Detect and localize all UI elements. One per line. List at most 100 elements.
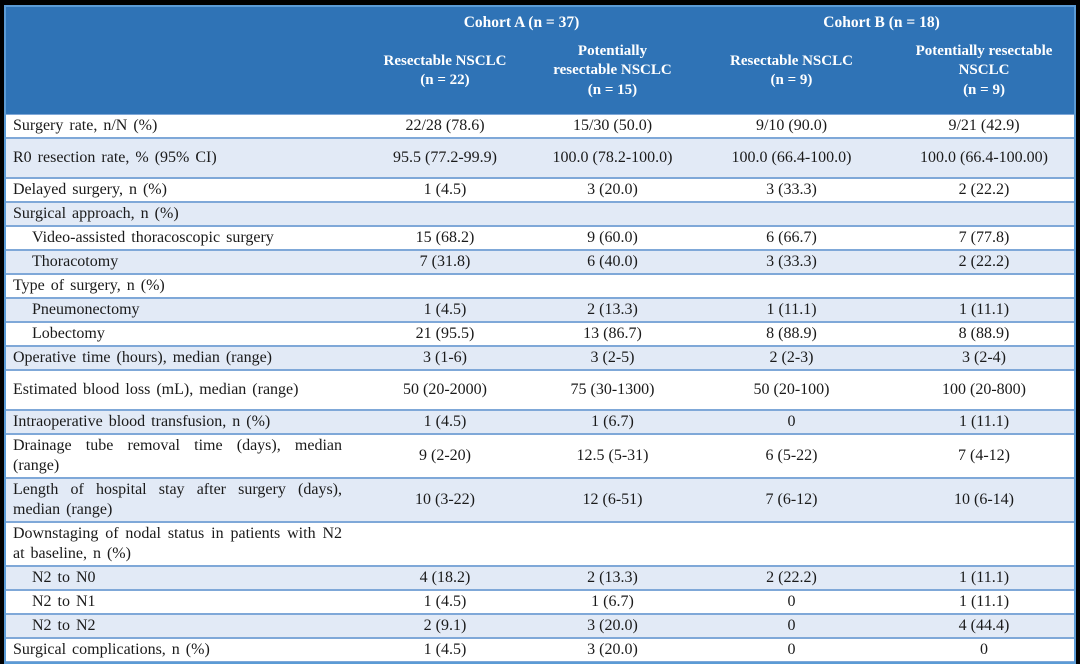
- cell-value: 7 (77.8): [894, 226, 1075, 250]
- row-label: R0 resection rate, % (95% CI): [6, 138, 354, 178]
- table-row: Downstaging of nodal status in patients …: [6, 522, 1075, 566]
- cell-value: 0: [689, 590, 894, 614]
- cell-value: 10 (6-14): [894, 478, 1075, 522]
- table-header: Cohort A (n = 37) Cohort B (n = 18) Rese…: [6, 7, 1075, 114]
- column-header-cohort-b-potentially-resectable: Potentially resectable NSCLC (n = 9): [894, 36, 1075, 114]
- cell-value: 1 (4.5): [354, 638, 536, 662]
- table-row: N2 to N0 4 (18.2) 2 (13.3) 2 (22.2) 1 (1…: [6, 566, 1075, 590]
- table-row: Pneumonectomy 1 (4.5) 2 (13.3) 1 (11.1) …: [6, 298, 1075, 322]
- cell-value: 4 (44.4): [894, 614, 1075, 638]
- row-label: Video-assisted thoracoscopic surgery: [6, 226, 354, 250]
- cell-value: 1 (4.5): [354, 410, 536, 434]
- row-label: Estimated blood loss (mL), median (range…: [6, 370, 354, 410]
- cell-value: 3 (20.0): [536, 178, 689, 202]
- cell-value: [894, 202, 1075, 226]
- cell-value: 2 (22.2): [894, 178, 1075, 202]
- cell-value: 6 (40.0): [536, 250, 689, 274]
- cell-value: 12 (6-51): [536, 478, 689, 522]
- cell-value: 1 (6.7): [536, 590, 689, 614]
- cell-value: 2 (13.3): [536, 298, 689, 322]
- table-row: Operative time (hours), median (range) 3…: [6, 346, 1075, 370]
- cell-value: 2 (13.3): [536, 566, 689, 590]
- cell-value: 1 (11.1): [689, 298, 894, 322]
- cell-value: [894, 274, 1075, 298]
- cell-value: 15 (68.2): [354, 226, 536, 250]
- cell-value: 1 (4.5): [354, 298, 536, 322]
- table-row: Drainage tube removal time (days), media…: [6, 434, 1075, 478]
- cell-value: 7 (31.8): [354, 250, 536, 274]
- row-label: N2 to N2: [6, 614, 354, 638]
- row-label: Length of hospital stay after surgery (d…: [6, 478, 354, 522]
- row-label: Surgical approach, n (%): [6, 202, 354, 226]
- column-header-row: Resectable NSCLC (n = 22) Potentially re…: [6, 36, 1075, 114]
- table-row: Surgical complications, n (%) 1 (4.5) 3 …: [6, 638, 1075, 662]
- cell-value: 2 (2-3): [689, 346, 894, 370]
- row-label: Drainage tube removal time (days), media…: [6, 434, 354, 478]
- row-label: Lobectomy: [6, 322, 354, 346]
- cell-value: 7 (6-12): [689, 478, 894, 522]
- cell-value: 6 (66.7): [689, 226, 894, 250]
- cell-value: 1 (11.1): [894, 566, 1075, 590]
- cell-value: 10 (3-22): [354, 478, 536, 522]
- table-row: Delayed surgery, n (%) 1 (4.5) 3 (20.0) …: [6, 178, 1075, 202]
- table-row: N2 to N2 2 (9.1) 3 (20.0) 0 4 (44.4): [6, 614, 1075, 638]
- cell-value: [354, 522, 536, 566]
- cell-value: 2 (22.2): [689, 566, 894, 590]
- surgical-outcomes-table: Cohort A (n = 37) Cohort B (n = 18) Rese…: [4, 5, 1077, 664]
- row-label: Surgical complications, n (%): [6, 638, 354, 662]
- cell-value: 0: [894, 638, 1075, 662]
- cell-value: 3 (33.3): [689, 250, 894, 274]
- column-header-cohort-a-potentially-resectable: Potentially resectable NSCLC (n = 15): [536, 36, 689, 114]
- page-frame: Cohort A (n = 37) Cohort B (n = 18) Rese…: [4, 5, 1077, 664]
- cell-value: 1 (4.5): [354, 178, 536, 202]
- table-row: N2 to N1 1 (4.5) 1 (6.7) 0 1 (11.1): [6, 590, 1075, 614]
- table-row: Type of surgery, n (%): [6, 274, 1075, 298]
- cell-value: 50 (20-2000): [354, 370, 536, 410]
- cell-value: 8 (88.9): [689, 322, 894, 346]
- cell-value: 3 (1-6): [354, 346, 536, 370]
- table-row: Intraoperative blood transfusion, n (%) …: [6, 410, 1075, 434]
- table-row: Thoracotomy 7 (31.8) 6 (40.0) 3 (33.3) 2…: [6, 250, 1075, 274]
- row-label: Operative time (hours), median (range): [6, 346, 354, 370]
- row-label: Pneumonectomy: [6, 298, 354, 322]
- row-label: Intraoperative blood transfusion, n (%): [6, 410, 354, 434]
- cell-value: 7 (4-12): [894, 434, 1075, 478]
- row-label: Type of surgery, n (%): [6, 274, 354, 298]
- table-row: Length of hospital stay after surgery (d…: [6, 478, 1075, 522]
- cell-value: 9/21 (42.9): [894, 114, 1075, 138]
- cell-value: 1 (11.1): [894, 298, 1075, 322]
- row-label: Surgery rate, n/N (%): [6, 114, 354, 138]
- cell-value: [536, 522, 689, 566]
- cell-value: 13 (86.7): [536, 322, 689, 346]
- cell-value: 95.5 (77.2-99.9): [354, 138, 536, 178]
- cell-value: 1 (11.1): [894, 590, 1075, 614]
- table-row: Lobectomy 21 (95.5) 13 (86.7) 8 (88.9) 8…: [6, 322, 1075, 346]
- cell-value: 3 (20.0): [536, 638, 689, 662]
- column-header-cohort-a-resectable: Resectable NSCLC (n = 22): [354, 36, 536, 114]
- cell-value: 0: [689, 614, 894, 638]
- table-row: Surgery rate, n/N (%) 22/28 (78.6) 15/30…: [6, 114, 1075, 138]
- cell-value: 0: [689, 638, 894, 662]
- cell-value: 1 (4.5): [354, 590, 536, 614]
- cell-value: 100.0 (78.2-100.0): [536, 138, 689, 178]
- header-corner-cell: [6, 36, 354, 114]
- cell-value: 0: [689, 410, 894, 434]
- cell-value: 4 (18.2): [354, 566, 536, 590]
- cell-value: 3 (2-4): [894, 346, 1075, 370]
- cell-value: 3 (33.3): [689, 178, 894, 202]
- cell-value: 75 (30-1300): [536, 370, 689, 410]
- cell-value: 21 (95.5): [354, 322, 536, 346]
- cell-value: [536, 274, 689, 298]
- cell-value: 15/30 (50.0): [536, 114, 689, 138]
- cell-value: 9 (60.0): [536, 226, 689, 250]
- cohort-group-header-row: Cohort A (n = 37) Cohort B (n = 18): [6, 7, 1075, 36]
- cell-value: 1 (11.1): [894, 410, 1075, 434]
- cell-value: 100.0 (66.4-100.0): [689, 138, 894, 178]
- cell-value: 8 (88.9): [894, 322, 1075, 346]
- table-row: Estimated blood loss (mL), median (range…: [6, 370, 1075, 410]
- column-header-cohort-b-resectable: Resectable NSCLC (n = 9): [689, 36, 894, 114]
- row-label: Downstaging of nodal status in patients …: [6, 522, 354, 566]
- row-label: Delayed surgery, n (%): [6, 178, 354, 202]
- cohort-b-group-header: Cohort B (n = 18): [689, 7, 1075, 36]
- cell-value: [354, 274, 536, 298]
